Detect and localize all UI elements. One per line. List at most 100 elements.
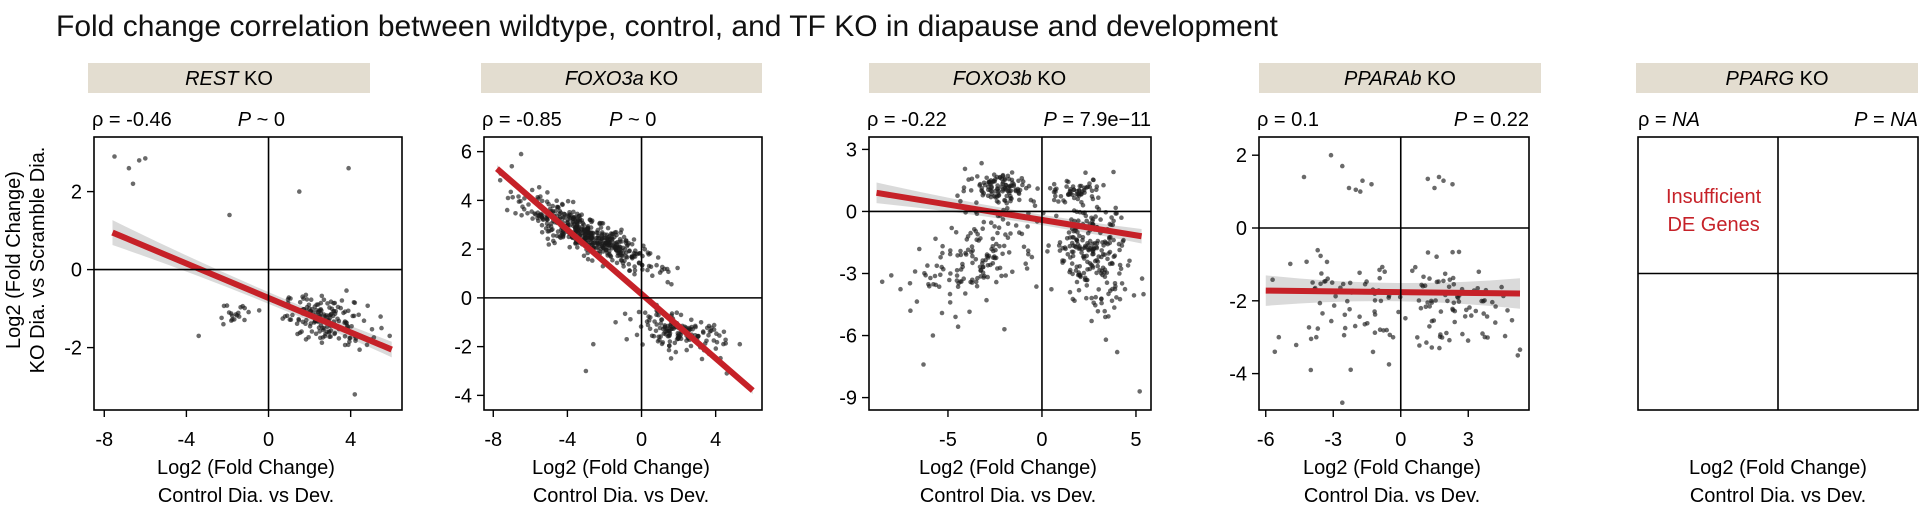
data-point <box>707 329 713 334</box>
data-point <box>1105 256 1110 262</box>
data-point <box>1114 349 1120 355</box>
data-point <box>346 308 351 314</box>
data-point <box>654 262 659 268</box>
data-point <box>332 300 338 306</box>
data-point <box>928 275 933 281</box>
data-point <box>238 305 243 310</box>
data-point <box>356 312 362 318</box>
data-point <box>552 240 557 246</box>
data-point <box>559 201 565 207</box>
data-point <box>1096 195 1101 200</box>
data-point <box>1053 193 1058 199</box>
data-point <box>1118 266 1124 272</box>
data-point <box>1010 180 1015 185</box>
data-point <box>1345 298 1350 304</box>
data-point <box>585 226 591 231</box>
data-point <box>1348 367 1353 373</box>
data-point <box>1070 234 1075 240</box>
regression-line <box>111 229 393 353</box>
data-point <box>1421 274 1426 280</box>
data-point <box>655 255 661 260</box>
data-point <box>961 185 967 190</box>
data-point <box>963 291 968 296</box>
data-point <box>544 199 550 204</box>
data-point <box>349 324 354 329</box>
data-point <box>1139 276 1145 281</box>
data-point <box>357 347 362 353</box>
p-value-label: P ~ 0 <box>238 109 285 131</box>
data-point <box>632 271 637 277</box>
data-point <box>590 258 595 263</box>
data-point <box>938 272 943 278</box>
data-point <box>1410 268 1415 274</box>
data-point <box>898 286 903 292</box>
data-point <box>1364 279 1369 284</box>
y-tick-label: 3 <box>846 139 857 161</box>
y-tick-label: 0 <box>461 288 472 310</box>
data-point <box>1111 218 1116 224</box>
y-tick-label: 0 <box>71 260 82 282</box>
data-point <box>1475 286 1480 291</box>
data-point <box>666 347 672 353</box>
data-point <box>336 336 342 341</box>
plot-marks <box>495 151 755 395</box>
data-point <box>1517 347 1523 353</box>
data-point <box>907 281 913 286</box>
data-point <box>526 202 531 207</box>
y-tick-label: 0 <box>1236 218 1247 240</box>
data-point <box>723 341 728 346</box>
data-point <box>1051 197 1057 203</box>
data-point <box>984 297 989 303</box>
data-point <box>344 288 349 293</box>
panel-foxo3b: FOXO3b KO ρ = -0.22 P = 7.9e−11 -5 0 5 -9 -6 -3 0… <box>839 63 1152 507</box>
data-point <box>555 204 561 210</box>
rho-value: NA <box>1672 109 1700 131</box>
data-point <box>1382 269 1387 275</box>
regression-line <box>495 166 755 393</box>
data-point <box>379 325 384 331</box>
x-tick-label: -8 <box>484 429 502 451</box>
data-point <box>1067 243 1073 249</box>
data-point <box>1340 400 1345 406</box>
data-point <box>1099 300 1104 306</box>
data-point <box>1021 244 1027 250</box>
data-point <box>649 333 655 339</box>
data-point <box>589 218 595 223</box>
data-point <box>1020 182 1025 188</box>
data-point <box>1317 300 1323 306</box>
data-point <box>621 234 627 240</box>
data-point <box>1000 217 1006 222</box>
data-point <box>624 243 630 249</box>
data-point <box>313 331 319 337</box>
data-point <box>246 309 251 315</box>
data-point <box>1089 295 1094 301</box>
data-point <box>1415 335 1420 340</box>
data-point <box>654 322 659 327</box>
data-point <box>351 313 357 319</box>
data-point <box>565 198 571 204</box>
data-point <box>1099 248 1104 253</box>
data-point <box>653 328 659 334</box>
data-point <box>605 225 611 231</box>
data-point <box>963 252 969 257</box>
data-point <box>1024 266 1030 271</box>
x-tick-label: -4 <box>559 429 577 451</box>
data-point <box>996 225 1002 230</box>
data-point <box>602 232 607 237</box>
data-point <box>346 165 351 171</box>
data-point <box>608 253 613 258</box>
data-point <box>1434 254 1439 259</box>
rho-symbol: ρ = <box>1638 109 1672 131</box>
data-point <box>672 340 678 346</box>
data-point <box>319 293 325 299</box>
data-point <box>994 194 1000 200</box>
data-point <box>1089 318 1094 324</box>
data-point <box>591 341 596 347</box>
panel-title-suffix: KO <box>644 68 678 90</box>
y-tick-label: -2 <box>64 338 82 360</box>
data-point <box>1093 303 1098 308</box>
data-point <box>879 279 885 285</box>
data-point <box>331 309 337 314</box>
data-point <box>567 244 572 250</box>
data-point <box>338 305 344 311</box>
